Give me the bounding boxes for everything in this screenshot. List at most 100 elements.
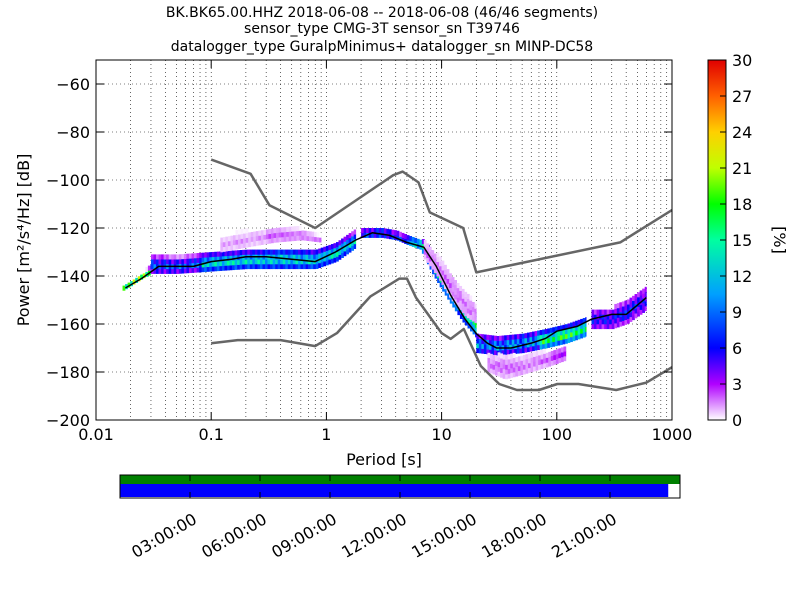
density-cell xyxy=(509,344,513,350)
density-cell xyxy=(606,324,610,330)
density-cell xyxy=(419,239,423,245)
density-cell xyxy=(220,242,224,248)
density-cell xyxy=(517,365,521,372)
density-cell xyxy=(265,259,268,265)
density-cell xyxy=(444,264,447,270)
density-cell xyxy=(572,336,576,342)
density-cell xyxy=(514,348,518,354)
density-cell xyxy=(275,264,278,270)
density-cell xyxy=(161,268,164,274)
density-cell xyxy=(232,240,236,246)
density-cell xyxy=(572,331,576,337)
density-cell xyxy=(333,257,337,263)
density-cell xyxy=(277,254,281,260)
density-cell xyxy=(444,279,447,285)
density-cell xyxy=(237,259,240,265)
series-lines xyxy=(125,158,672,392)
density-cell xyxy=(481,348,485,354)
colorbar-tick-label: 9 xyxy=(732,303,742,322)
density-cell xyxy=(454,299,458,305)
colorbar: 0 3 6 9 12 15 18 21 24 27 30 [%] xyxy=(707,51,789,430)
density-cell xyxy=(300,249,304,255)
density-cell xyxy=(150,264,152,270)
density-cell xyxy=(483,334,487,340)
density-cell xyxy=(201,252,205,258)
density-cell xyxy=(265,249,268,255)
density-cell xyxy=(300,254,304,260)
density-cell xyxy=(222,237,226,243)
density-cell xyxy=(211,261,215,267)
density-cell xyxy=(497,366,501,372)
density-cell xyxy=(232,255,235,261)
density-cell xyxy=(558,348,562,354)
density-cell xyxy=(245,232,249,238)
density-cell xyxy=(161,259,164,265)
density-cell xyxy=(559,335,563,341)
density-cell xyxy=(509,349,513,355)
y-tick-label: −60 xyxy=(56,75,90,94)
density-cell xyxy=(224,265,228,271)
density-cell xyxy=(544,333,548,339)
density-cell xyxy=(553,354,557,360)
density-cell xyxy=(580,318,584,325)
density-cell xyxy=(303,259,306,265)
x-tick-label: 1000 xyxy=(652,425,693,444)
density-cell xyxy=(476,343,480,349)
density-cell xyxy=(481,338,485,345)
density-cell xyxy=(470,326,473,332)
density-cell xyxy=(245,237,249,243)
density-cell xyxy=(259,249,263,255)
density-cell xyxy=(280,259,284,265)
density-cell xyxy=(308,264,311,270)
density-cell xyxy=(191,267,195,273)
density-cell xyxy=(520,355,524,361)
density-cell xyxy=(171,268,175,274)
density-cell xyxy=(209,266,213,272)
density-cell xyxy=(467,323,471,329)
x-tick-label: 100 xyxy=(542,425,573,444)
density-cell xyxy=(222,241,226,248)
density-cell xyxy=(328,259,332,265)
density-cell xyxy=(150,254,154,260)
density-cell xyxy=(421,239,425,245)
density-cell xyxy=(461,298,465,304)
density-cell xyxy=(240,238,244,244)
density-cell xyxy=(378,228,382,234)
density-cell xyxy=(399,231,402,237)
density-cell xyxy=(563,346,567,352)
density-cell xyxy=(249,259,253,265)
density-cell xyxy=(517,370,521,376)
density-cell xyxy=(290,249,294,255)
density-cell xyxy=(438,256,442,262)
chart-title: BK.BK65.00.HHZ 2018-06-08 -- 2018-06-08 … xyxy=(166,5,598,55)
y-tick-label: −200 xyxy=(46,411,90,430)
density-cell xyxy=(537,344,540,351)
density-cell xyxy=(444,274,447,280)
density-cell xyxy=(305,264,309,270)
density-cell xyxy=(469,314,473,320)
density-cell xyxy=(489,363,493,369)
density-cell xyxy=(519,348,523,354)
density-cell xyxy=(543,363,547,369)
density-cell xyxy=(275,259,278,265)
density-cell xyxy=(452,302,456,308)
density-cell xyxy=(140,274,144,280)
density-cell xyxy=(343,246,347,252)
density-cell xyxy=(639,304,643,310)
density-cell xyxy=(492,359,496,365)
density-cell xyxy=(436,271,440,277)
density-cell xyxy=(221,265,225,271)
density-cell xyxy=(558,353,562,359)
density-cell xyxy=(260,239,264,245)
density-cell xyxy=(156,268,159,274)
density-cell xyxy=(510,363,514,369)
density-cell xyxy=(243,233,246,239)
density-cell xyxy=(306,235,310,241)
density-cell xyxy=(533,351,536,357)
density-cell xyxy=(209,261,213,267)
density-cell xyxy=(290,259,294,265)
density-cell xyxy=(346,234,349,240)
density-cell xyxy=(619,316,623,322)
density-cell xyxy=(454,306,458,312)
colorbar-label: [%] xyxy=(770,226,789,254)
